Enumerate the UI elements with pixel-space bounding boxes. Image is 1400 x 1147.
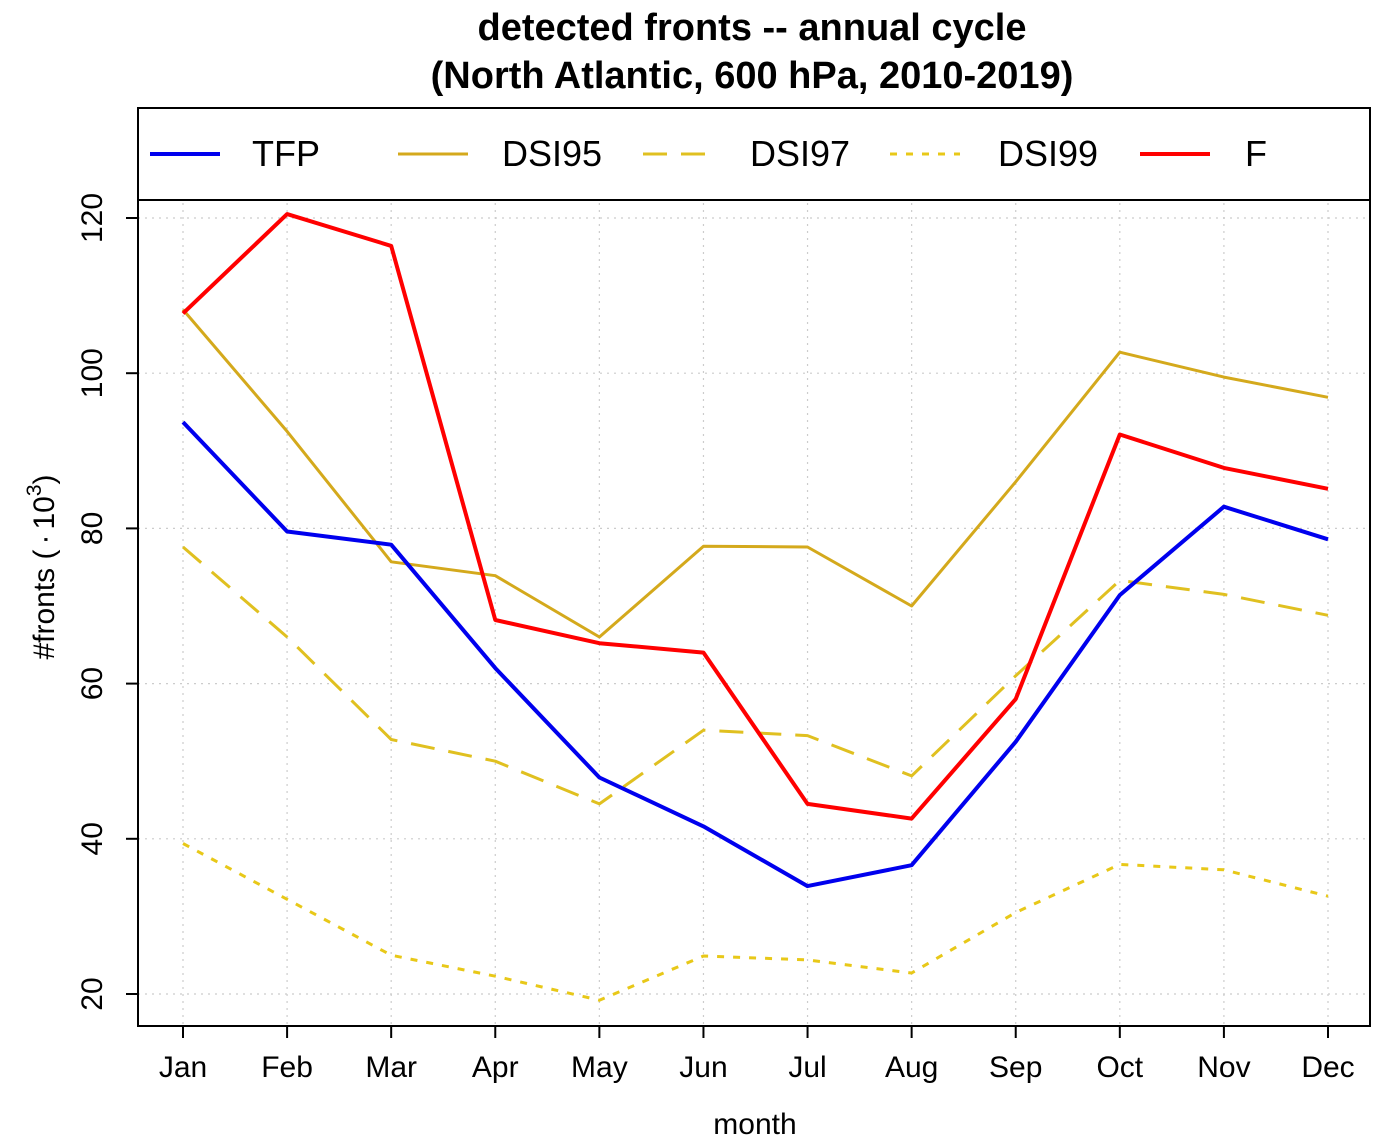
- x-tick-label: Jun: [679, 1051, 727, 1084]
- y-tick-label: 100: [76, 348, 109, 398]
- grid-lines: [138, 203, 1370, 1026]
- x-tick-label: Jul: [788, 1051, 826, 1084]
- legend-label-dsi97: DSI97: [750, 133, 850, 174]
- plot-frame: [137, 107, 1371, 1027]
- y-tick-label: 40: [76, 822, 109, 855]
- series-line-f: [181, 212, 1329, 821]
- x-tick-label: Apr: [472, 1051, 519, 1084]
- x-tick-label: Dec: [1301, 1051, 1354, 1084]
- series-line-dsi97: [182, 545, 1329, 806]
- x-axis: Jan Feb Mar Apr May Jun Jul Aug Sep Oct Nov Dec: [159, 1026, 1355, 1084]
- x-tick-label: Feb: [261, 1051, 313, 1084]
- legend-label-dsi95: DSI95: [502, 133, 602, 174]
- series-line-dsi99: [182, 842, 1329, 1002]
- chart-subtitle: (North Atlantic, 600 hPa, 2010-2019): [431, 55, 1074, 97]
- x-tick-label: Nov: [1197, 1051, 1250, 1084]
- y-axis-label: #fronts (·103): [23, 474, 61, 659]
- x-tick-label: Aug: [885, 1051, 938, 1084]
- series-line-dsi95: [181, 308, 1329, 639]
- y-tick-label: 120: [76, 193, 109, 243]
- x-tick-label: Oct: [1096, 1051, 1143, 1084]
- legend-label-f: F: [1245, 133, 1267, 174]
- series-layer: [181, 212, 1329, 1002]
- x-tick-label: May: [571, 1051, 628, 1084]
- x-tick-label: Jan: [159, 1051, 207, 1084]
- chart-title: detected fronts -- annual cycle: [477, 7, 1026, 49]
- x-axis-label: month: [713, 1108, 796, 1141]
- legend: TFP DSI95 DSI97 DSI99 F: [150, 133, 1267, 174]
- series-line-tfp: [181, 420, 1329, 889]
- legend-label-dsi99: DSI99: [998, 133, 1098, 174]
- y-tick-label: 20: [76, 977, 109, 1010]
- y-axis: 20 40 60 80 100 120: [76, 193, 138, 1011]
- x-tick-label: Sep: [989, 1051, 1042, 1084]
- x-tick-label: Mar: [365, 1051, 417, 1084]
- y-tick-label: 60: [76, 667, 109, 700]
- legend-label-tfp: TFP: [252, 133, 320, 174]
- y-tick-label: 80: [76, 512, 109, 545]
